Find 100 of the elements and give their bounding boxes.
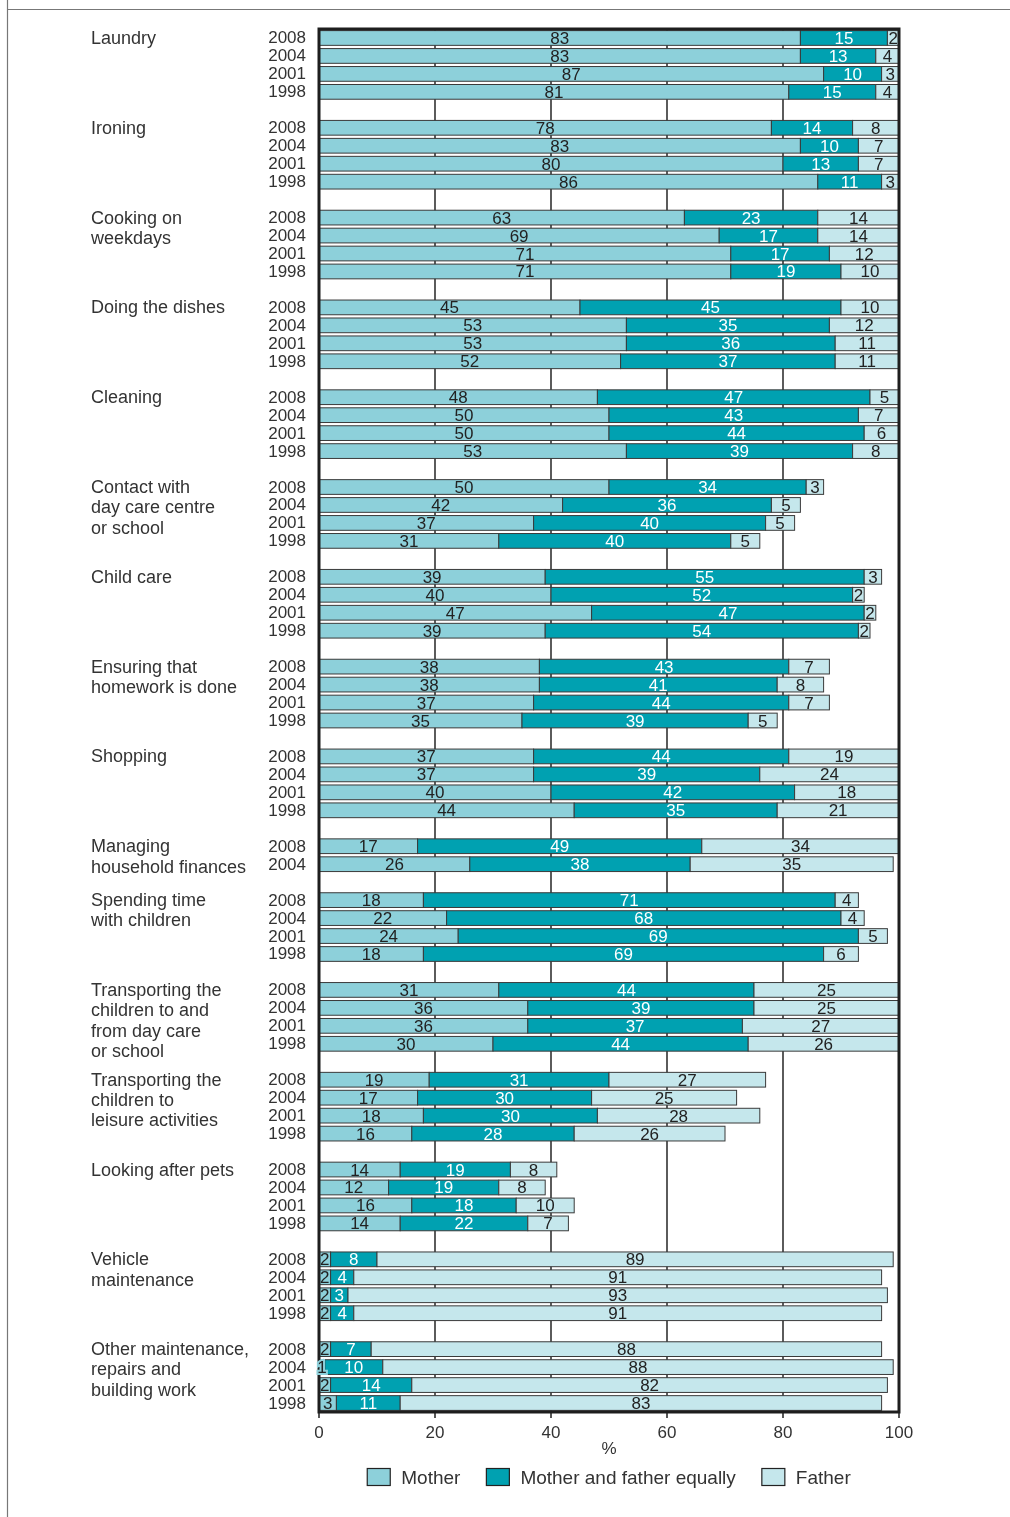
data-label: 12: [854, 244, 874, 264]
data-label: 37: [416, 693, 436, 713]
y-tick-label: 2001: [268, 1375, 306, 1395]
data-label: 34: [698, 478, 718, 498]
y-tick-label: 2008: [268, 980, 306, 1000]
y-tick-label: 2008: [268, 1070, 306, 1090]
data-label: 83: [550, 136, 570, 156]
data-label: 34: [790, 837, 810, 857]
data-label: 10: [860, 298, 880, 318]
data-label: 71: [515, 244, 535, 264]
data-label: 8: [871, 442, 881, 462]
data-label: 83: [550, 46, 570, 66]
y-tick-label: 2004: [268, 405, 306, 425]
data-label: 18: [361, 1106, 381, 1126]
data-label: 10: [819, 136, 839, 156]
y-tick-label: 2001: [268, 926, 306, 946]
data-label: 48: [448, 388, 468, 408]
data-label: 49: [550, 837, 570, 857]
data-label: 8: [349, 1250, 359, 1270]
data-label: 11: [858, 352, 876, 372]
data-label: 8: [795, 675, 806, 695]
data-label: 2: [320, 1304, 330, 1324]
data-label: 69: [614, 944, 633, 964]
data-label: 2: [320, 1250, 330, 1270]
data-label: 42: [663, 783, 683, 803]
data-label: 40: [425, 585, 445, 605]
data-label: 19: [434, 1178, 454, 1198]
data-label: 83: [550, 28, 570, 48]
data-label: 71: [515, 262, 535, 282]
data-label: 11: [858, 334, 876, 354]
data-label: 2: [320, 1340, 330, 1360]
data-label: 80: [541, 154, 561, 174]
y-tick-label: 1998: [268, 711, 306, 730]
data-label: 89: [625, 1250, 645, 1270]
y-tick-label: 2004: [268, 998, 306, 1018]
data-label: 69: [648, 927, 668, 947]
text: Ironing: [91, 117, 147, 138]
data-label: 69: [509, 226, 529, 246]
x-axis-title: %: [601, 1438, 617, 1458]
y-tick-label: 2008: [268, 567, 306, 587]
data-label: 3: [885, 64, 896, 84]
text: Vehicle maintenance: [91, 1249, 195, 1290]
data-label: 2: [853, 585, 864, 605]
text: Other maintenance, repairs and building work: [91, 1339, 250, 1400]
data-label: 68: [634, 909, 654, 929]
data-label: 18: [454, 1196, 474, 1216]
text: Transporting the children to and from day care or school: [91, 979, 222, 1061]
data-label: 91: [608, 1268, 628, 1288]
data-label: 4: [847, 909, 858, 929]
y-tick-label: 2008: [268, 28, 306, 48]
data-label: 44: [651, 693, 671, 713]
data-label: 41: [648, 675, 668, 695]
y-tick-label: 1998: [268, 261, 306, 281]
data-label: 17: [358, 1088, 378, 1108]
data-label: 14: [848, 226, 868, 246]
x-tick-label: 100: [884, 1422, 914, 1442]
y-tick-label: 2001: [268, 154, 306, 174]
data-label: 37: [416, 747, 436, 767]
data-label: 40: [425, 783, 445, 803]
data-label: 38: [570, 855, 590, 875]
data-label: 44: [437, 801, 457, 821]
text: Laundry: [91, 27, 157, 48]
data-label: 78: [535, 118, 555, 138]
data-label: 19: [364, 1070, 384, 1090]
data-label: 26: [640, 1124, 660, 1144]
text: Shopping: [91, 746, 168, 767]
data-label: 31: [509, 1070, 529, 1090]
y-tick-label: 1998: [268, 944, 306, 964]
data-label: 44: [651, 747, 671, 767]
data-label: 26: [814, 1034, 834, 1054]
data-label: 21: [828, 801, 848, 821]
y-tick-label: 1998: [268, 621, 306, 641]
data-label: 7: [804, 693, 814, 713]
data-label: 26: [384, 855, 404, 875]
y-tick-label: 2008: [268, 1160, 306, 1180]
y-tick-label: 2001: [268, 64, 306, 84]
data-label: 52: [692, 585, 712, 605]
y-tick-label: 2001: [268, 1285, 306, 1305]
data-label: 47: [445, 603, 465, 623]
data-label: 5: [781, 495, 791, 515]
y-tick-label: 2008: [268, 387, 306, 407]
data-label: 44: [727, 424, 747, 444]
y-tick-label: 2004: [268, 136, 306, 156]
y-tick-label: 2008: [268, 657, 306, 677]
text: Managing household finances: [91, 836, 247, 877]
y-tick-label: 2008: [268, 1249, 306, 1269]
data-label: 25: [817, 998, 836, 1018]
y-tick-label: 2004: [268, 1267, 306, 1287]
data-label: 15: [822, 82, 842, 102]
data-label: 43: [654, 657, 674, 677]
data-label: 31: [399, 980, 419, 1000]
data-label: 53: [463, 442, 483, 462]
data-label: 47: [718, 603, 738, 623]
y-tick-label: 2008: [268, 890, 306, 910]
data-label: 88: [616, 1340, 636, 1360]
y-tick-label: 2001: [268, 513, 306, 533]
y-tick-label: 2008: [268, 477, 306, 497]
data-label: 5: [775, 513, 785, 533]
x-tick-label: 0: [314, 1422, 324, 1442]
data-label: 35: [666, 801, 686, 821]
